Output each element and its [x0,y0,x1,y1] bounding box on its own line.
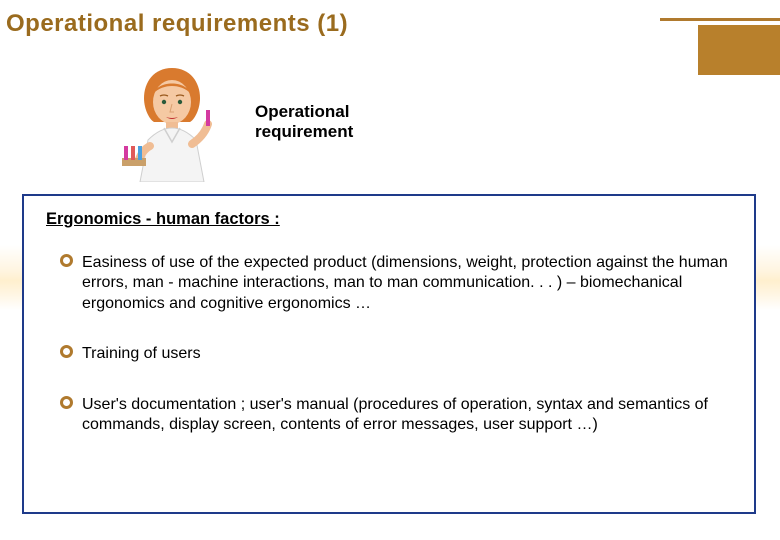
bullet-text: User's documentation ; user's manual (pr… [82,396,708,433]
illustration-label: Operational requirement [255,102,353,141]
illustration-label-line1: Operational [255,102,349,121]
illustration-label-line2: requirement [255,122,353,141]
bullet-text: Training of users [82,345,201,362]
page-title: Operational requirements (1) [6,10,348,38]
bullet-list: Easiness of use of the expected product … [46,253,736,436]
illustration-block: Operational requirement [120,62,353,182]
corner-fill [698,25,780,75]
box-heading: Ergonomics - human factors : [46,210,736,229]
corner-decoration [660,18,780,78]
bullet-icon [60,396,73,409]
list-item: Training of users [46,344,736,364]
list-item: Easiness of use of the expected product … [46,253,736,314]
scientist-illustration [120,62,225,182]
bullet-icon [60,254,73,267]
slide: Operational requirements (1) [0,0,780,540]
list-item: User's documentation ; user's manual (pr… [46,395,736,436]
content-box: Ergonomics - human factors : Easiness of… [22,194,756,514]
bullet-icon [60,345,73,358]
bullet-text: Easiness of use of the expected product … [82,254,728,312]
